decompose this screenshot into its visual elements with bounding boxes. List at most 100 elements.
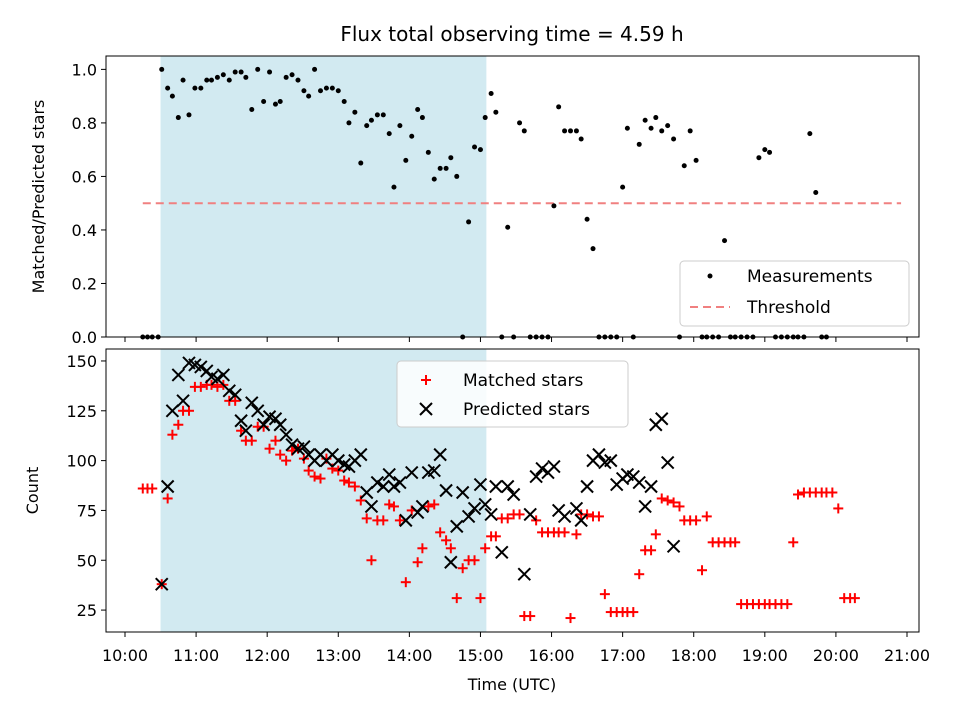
measurement-point xyxy=(762,147,768,153)
measurement-point xyxy=(665,123,671,129)
measurement-point xyxy=(722,238,728,244)
predicted-star-point xyxy=(279,427,293,442)
matched-star-point xyxy=(674,501,685,512)
measurement-point xyxy=(364,123,370,129)
predicted-star-point xyxy=(569,501,584,516)
measurement-point xyxy=(335,88,341,94)
measurement-point xyxy=(329,85,335,91)
predicted-star-points xyxy=(155,356,681,591)
predicted-star-point xyxy=(489,479,503,494)
predicted-star-point xyxy=(592,447,606,462)
count-x-ticks: 10:00 11:00 12:00 13:00 14:00 15:00 16:00 17:00… xyxy=(102,632,930,665)
matched-star-point xyxy=(445,543,456,554)
predicted-star-point xyxy=(273,418,287,432)
measurement-point xyxy=(249,107,255,113)
matched-star-point xyxy=(270,435,281,446)
predicted-star-point xyxy=(478,497,492,512)
matched-star-point xyxy=(147,483,158,494)
measurement-point xyxy=(466,219,472,225)
predicted-star-point xyxy=(415,499,430,514)
measurement-point xyxy=(277,98,283,104)
measurement-point xyxy=(386,131,392,137)
measurement-point xyxy=(620,184,626,190)
x-tick-label: 18:00 xyxy=(671,646,717,665)
predicted-star-point xyxy=(427,463,441,478)
y-tick-label: 1.0 xyxy=(72,60,97,79)
matched-star-point xyxy=(394,515,405,526)
y-tick-label: 150 xyxy=(66,352,97,371)
measurement-point xyxy=(261,98,267,104)
y-tick-label: 0.8 xyxy=(72,114,97,133)
measurement-point xyxy=(295,77,301,83)
y-tick-label: 75 xyxy=(77,501,97,520)
measurement-point xyxy=(415,107,421,113)
matched-star-point xyxy=(361,513,372,524)
predicted-star-point xyxy=(370,475,385,490)
predicted-star-point xyxy=(405,465,419,480)
count-y-ticks: 25 50 75 100 125 150 xyxy=(66,352,106,620)
measurement-point xyxy=(493,109,499,115)
matched-star-point xyxy=(309,471,320,482)
matched-star-point xyxy=(343,477,354,488)
matched-star-point xyxy=(656,493,667,504)
matched-star-point xyxy=(628,607,639,618)
matched-star-point xyxy=(782,599,793,610)
chart-title: Flux total observing time = 4.59 h xyxy=(340,22,683,46)
measurement-point xyxy=(358,160,364,166)
measurement-point xyxy=(226,77,232,83)
measurement-point xyxy=(368,117,374,123)
ratio-y-ticks: 0.0 0.2 0.4 0.6 0.8 1.0 xyxy=(72,60,106,347)
measurement-point xyxy=(648,125,654,131)
matched-star-point xyxy=(849,593,860,604)
matched-star-point xyxy=(701,511,712,522)
predicted-star-point xyxy=(228,388,242,402)
measurement-point xyxy=(477,147,483,153)
matched-star-points xyxy=(137,379,860,624)
y-tick-label: 25 xyxy=(77,601,97,620)
measurement-point xyxy=(437,165,443,171)
matched-star-point xyxy=(451,593,462,604)
measurement-point xyxy=(443,165,449,171)
predicted-star-point xyxy=(500,479,515,494)
predicted-star-point xyxy=(360,485,374,500)
measurement-point xyxy=(391,184,397,190)
x-tick-label: 10:00 xyxy=(102,646,148,665)
measurement-point xyxy=(341,98,347,104)
matched-star-point xyxy=(349,481,360,492)
matched-star-point xyxy=(246,435,257,446)
x-tick-label: 20:00 xyxy=(813,646,859,665)
y-tick-label: 0.0 xyxy=(72,328,97,347)
measurement-point xyxy=(180,77,186,83)
measurement-point xyxy=(767,149,773,155)
y-tick-label: 125 xyxy=(66,402,97,421)
matched-star-point xyxy=(264,443,275,454)
predicted-star-point xyxy=(376,479,391,494)
matched-star-point xyxy=(183,405,194,416)
x-tick-label: 19:00 xyxy=(742,646,788,665)
measurement-point xyxy=(312,66,318,72)
measurement-point xyxy=(301,88,307,94)
predicted-star-point xyxy=(444,555,458,569)
predicted-star-point xyxy=(354,447,368,462)
measurement-point xyxy=(642,117,648,123)
measurement-point xyxy=(232,69,238,75)
ratio-x-ticks xyxy=(124,337,908,342)
matched-star-point xyxy=(429,499,440,510)
matched-star-point xyxy=(490,531,501,542)
matched-star-point xyxy=(417,543,428,554)
matched-star-point xyxy=(230,395,241,406)
predicted-star-point xyxy=(517,567,532,581)
measurement-point xyxy=(306,93,312,99)
measurement-point xyxy=(693,157,699,163)
predicted-star-point xyxy=(239,424,253,438)
x-tick-label: 21:00 xyxy=(884,646,930,665)
count-panel: 25 50 75 100 125 150 10:00 11:00 12:00 13:00 14:0… xyxy=(23,348,930,694)
measurement-point xyxy=(448,155,454,161)
predicted-star-point xyxy=(194,360,208,374)
matched-star-point xyxy=(366,555,377,566)
matched-star-point xyxy=(339,475,350,486)
matched-star-point xyxy=(662,495,673,506)
matched-star-point xyxy=(303,465,314,476)
measurement-point xyxy=(220,72,226,78)
measurement-point xyxy=(653,115,659,121)
